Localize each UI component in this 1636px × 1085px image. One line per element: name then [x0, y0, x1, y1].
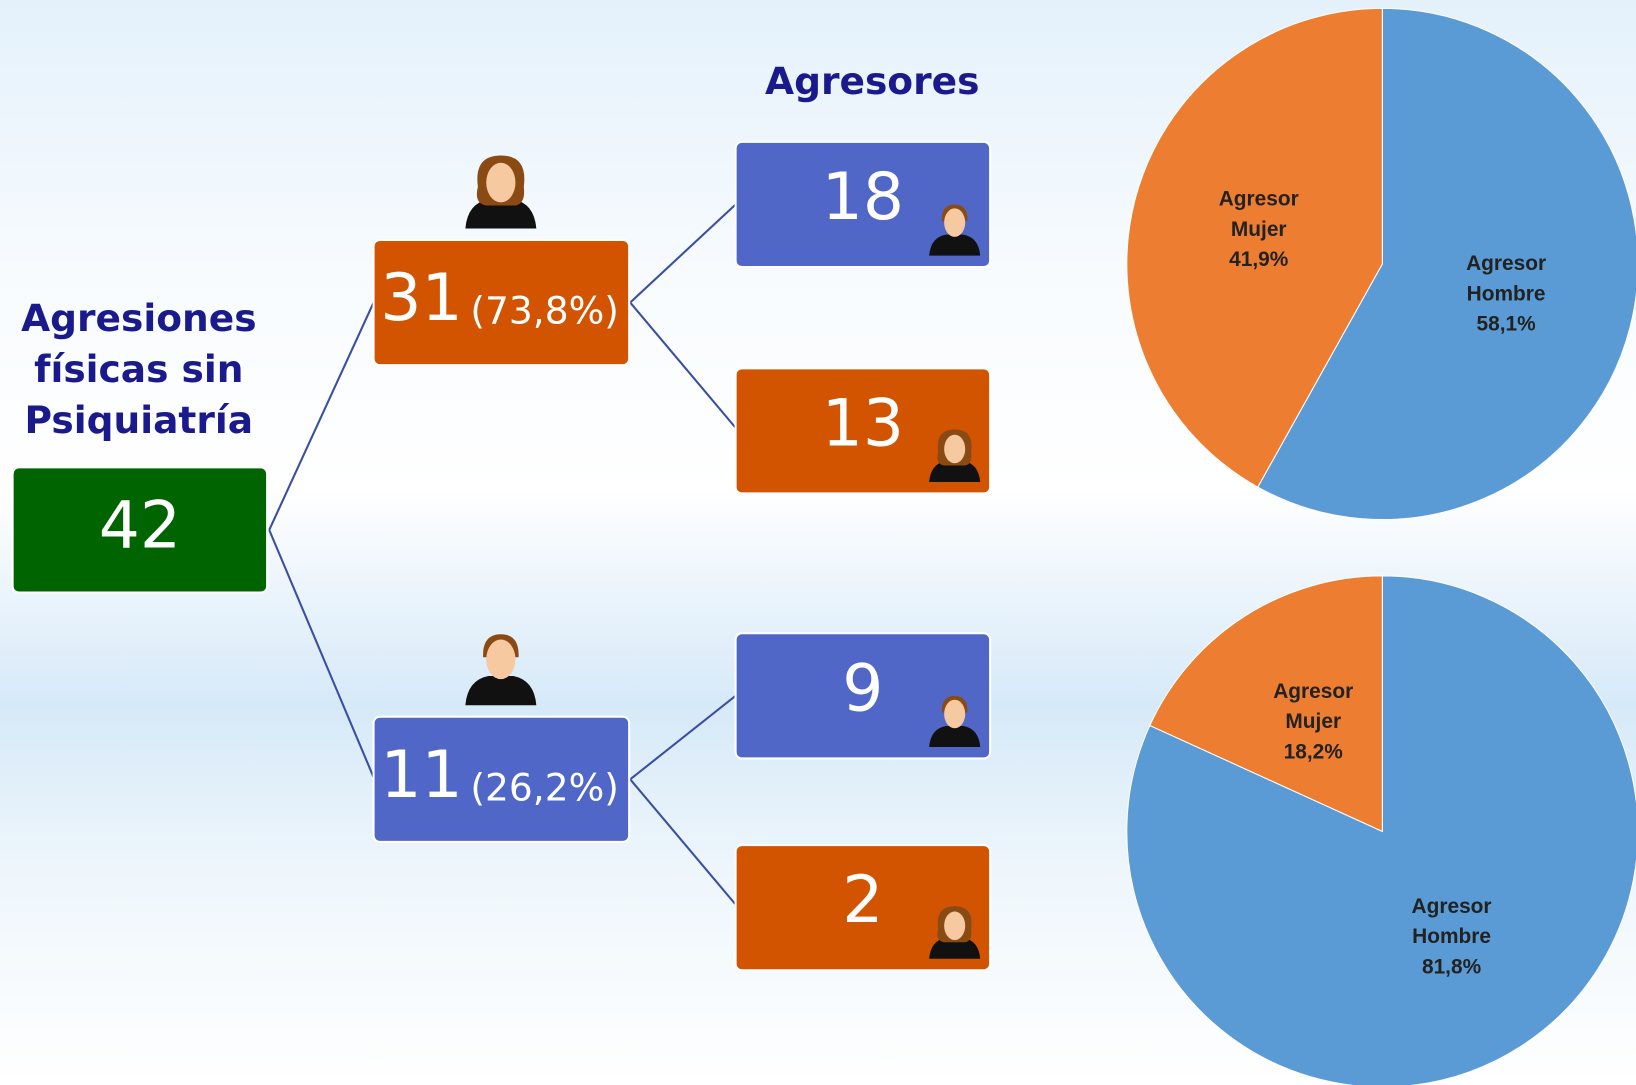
slice-value: 58,1% — [1476, 312, 1536, 336]
slice-value: 41,9% — [1229, 248, 1289, 272]
slice-category: Agresor Mujer — [1273, 680, 1354, 734]
pie-label: Agresor Mujer 18,2% — [1251, 677, 1376, 768]
female-icon — [465, 155, 537, 229]
leaf-box — [734, 844, 992, 972]
leaf-box — [734, 140, 992, 269]
slice-category: Agresor Hombre — [1411, 895, 1492, 949]
branch-box — [372, 238, 631, 367]
pie-slice — [1126, 7, 1383, 488]
leaf-value: 18 — [822, 160, 904, 235]
male-icon — [929, 695, 981, 748]
male-icon — [929, 204, 981, 256]
connector — [268, 529, 375, 778]
icon-body — [929, 725, 981, 748]
male-icon — [465, 634, 537, 706]
pie-label: Agresor Hombre 81,8% — [1389, 892, 1514, 983]
branch-box — [372, 715, 631, 843]
leaf-box — [734, 632, 992, 760]
pie-slice — [1149, 575, 1383, 833]
pie-label: Agresor Mujer 41,9% — [1196, 185, 1321, 276]
female-icon — [929, 429, 981, 483]
pie-label: Agresor Hombre 58,1% — [1443, 249, 1568, 340]
pie-label-text: Agresor Mujer 18,2% — [1251, 677, 1376, 768]
branch-share: (73,8%) — [470, 288, 619, 332]
slice-value: 18,2% — [1283, 740, 1343, 764]
branch-share: (26,2%) — [470, 765, 619, 809]
icon-body — [465, 676, 537, 706]
icon-face — [944, 434, 966, 464]
connector — [629, 695, 737, 781]
root-value: 42 — [99, 489, 181, 564]
pie-slice — [1126, 575, 1636, 1085]
connector — [629, 203, 737, 304]
icon-face — [944, 699, 966, 729]
icon-body — [929, 234, 981, 256]
diagram-title: físicas sin — [34, 347, 243, 391]
diagram-title: Agresiones — [21, 296, 256, 340]
branch-value: 31 — [380, 261, 462, 336]
icon-body — [465, 199, 537, 229]
slice-category: Agresor Mujer — [1218, 187, 1299, 242]
pie-label-text: Agresor Hombre 81,8% — [1389, 892, 1514, 983]
leaf-value: 9 — [842, 651, 883, 726]
diagram-title: Psiquiatría — [25, 398, 254, 442]
leaf-value: 2 — [842, 863, 883, 938]
header: Agresores — [765, 59, 979, 103]
root-box — [11, 466, 269, 594]
icon-face — [944, 911, 966, 941]
icon-body — [929, 460, 981, 483]
leaf-value: 13 — [822, 386, 904, 461]
female-icon — [929, 906, 981, 959]
slice-value: 81,8% — [1421, 955, 1482, 979]
icon-face — [486, 162, 516, 203]
leaf-box — [734, 367, 992, 495]
connector — [629, 778, 737, 906]
pie-slice — [1257, 7, 1636, 521]
slice-category: Agresor Hombre — [1466, 252, 1547, 306]
icon-face — [944, 208, 966, 237]
connector — [629, 301, 737, 429]
icon-face — [486, 639, 516, 680]
pie-label-text: Agresor Hombre 58,1% — [1443, 249, 1568, 340]
connector — [268, 302, 375, 531]
pie-label-text: Agresor Mujer 41,9% — [1196, 185, 1321, 276]
branch-value: 11 — [380, 738, 462, 813]
icon-body — [929, 937, 981, 959]
